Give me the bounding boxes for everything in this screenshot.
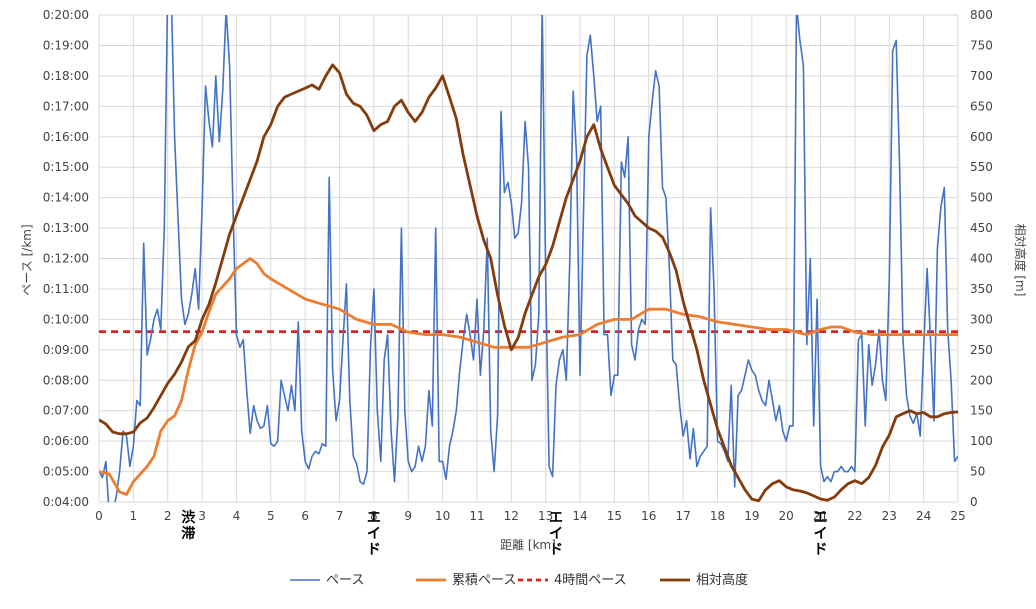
right-tick-label: 400 bbox=[970, 252, 993, 266]
right-tick-label: 350 bbox=[970, 282, 993, 296]
annotation-text: イ bbox=[367, 526, 381, 542]
target-pace-legend-label: 4時間ペース bbox=[554, 573, 627, 588]
cumulative-pace-line bbox=[99, 257, 958, 496]
left-tick-label: 0:09:00 bbox=[43, 343, 89, 357]
right-tick-label: 50 bbox=[970, 465, 985, 479]
pace-line bbox=[99, 15, 958, 502]
annotation-text: イ bbox=[814, 526, 828, 542]
left-tick-label: 0:05:00 bbox=[43, 465, 89, 479]
x-axis-ticks: 0 1 2 3 4 5 6 7 8 9 10 11 12 13 14 15 16 17 18 19 20 21 22 23 24… bbox=[95, 509, 965, 523]
annotation-text: 滞 bbox=[181, 525, 195, 542]
elevation-line bbox=[99, 63, 958, 502]
x-tick-label: 1 bbox=[130, 509, 138, 523]
x-tick-label: 25 bbox=[950, 509, 965, 523]
left-tick-label: 0:15:00 bbox=[43, 160, 89, 174]
pace-legend-label: ペース bbox=[326, 573, 364, 588]
x-tick-label: 15 bbox=[607, 509, 622, 523]
left-tick-label: 0:14:00 bbox=[43, 191, 89, 205]
annotation-text: イ bbox=[549, 526, 563, 542]
left-tick-label: 0:18:00 bbox=[43, 69, 89, 83]
x-tick-label: 18 bbox=[710, 509, 725, 523]
left-tick-label: 0:13:00 bbox=[43, 221, 89, 235]
cumulative-pace-legend-label: 累積ペース bbox=[452, 573, 516, 588]
x-tick-label: 23 bbox=[882, 509, 897, 523]
x-tick-label: 4 bbox=[233, 509, 241, 523]
x-tick-label: 20 bbox=[779, 509, 794, 523]
left-axis-title: ペース [/km] bbox=[20, 224, 34, 295]
annotation-text: 渋 bbox=[181, 509, 195, 526]
x-tick-label: 0 bbox=[95, 509, 103, 523]
x-tick-label: 6 bbox=[301, 509, 309, 523]
left-tick-label: 0:11:00 bbox=[43, 282, 89, 296]
left-tick-label: 0:08:00 bbox=[43, 373, 89, 387]
left-tick-label: 0:17:00 bbox=[43, 99, 89, 113]
x-tick-label: 5 bbox=[267, 509, 275, 523]
x-axis-title: 距離 [km] bbox=[500, 538, 556, 552]
right-tick-label: 150 bbox=[970, 404, 993, 418]
series-lines bbox=[99, 15, 958, 502]
annotation-text: ド bbox=[367, 542, 381, 558]
right-tick-label: 500 bbox=[970, 191, 993, 205]
annotation-text: エ bbox=[367, 510, 381, 526]
right-axis-ticks: 0 50 100 150 200 250 300 350 400 450 500 550 600 650 7… bbox=[970, 8, 993, 509]
left-tick-label: 0:19:00 bbox=[43, 38, 89, 52]
x-tick-label: 11 bbox=[469, 509, 484, 523]
annotation-text: エ bbox=[549, 510, 563, 526]
legend: ペース 累積ペース 4時間ペース 相対高度 bbox=[290, 572, 748, 588]
left-tick-label: 0:12:00 bbox=[43, 252, 89, 266]
right-tick-label: 0 bbox=[970, 495, 978, 509]
right-tick-label: 200 bbox=[970, 373, 993, 387]
left-tick-label: 0:16:00 bbox=[43, 130, 89, 144]
x-tick-label: 19 bbox=[744, 509, 759, 523]
left-tick-label: 0:20:00 bbox=[43, 8, 89, 22]
right-tick-label: 300 bbox=[970, 312, 993, 326]
x-tick-label: 14 bbox=[572, 509, 587, 523]
right-tick-label: 750 bbox=[970, 38, 993, 52]
annotation-text: ド bbox=[549, 542, 563, 558]
x-tick-label: 16 bbox=[641, 509, 656, 523]
right-tick-label: 700 bbox=[970, 69, 993, 83]
annotation-text: エ bbox=[814, 510, 828, 526]
left-tick-label: 0:10:00 bbox=[43, 312, 89, 326]
x-tick-label: 10 bbox=[435, 509, 450, 523]
right-tick-label: 650 bbox=[970, 99, 993, 113]
x-tick-label: 7 bbox=[336, 509, 344, 523]
x-tick-label: 21 bbox=[813, 509, 828, 523]
right-tick-label: 600 bbox=[970, 130, 993, 144]
x-tick-label: 24 bbox=[916, 509, 931, 523]
x-tick-label: 9 bbox=[404, 509, 412, 523]
x-tick-label: 22 bbox=[847, 509, 862, 523]
right-tick-label: 450 bbox=[970, 221, 993, 235]
right-tick-label: 100 bbox=[970, 434, 993, 448]
right-tick-label: 800 bbox=[970, 8, 993, 22]
right-tick-label: 550 bbox=[970, 160, 993, 174]
grid-lines bbox=[98, 14, 959, 503]
left-tick-label: 0:06:00 bbox=[43, 434, 89, 448]
x-tick-label: 8 bbox=[370, 509, 378, 523]
right-tick-label: 250 bbox=[970, 343, 993, 357]
elevation-legend-label: 相対高度 bbox=[696, 572, 748, 588]
x-tick-label: 13 bbox=[538, 509, 553, 523]
annotation-text: ド bbox=[814, 542, 828, 558]
right-axis-title: 相対高度 [m] bbox=[1013, 224, 1028, 297]
left-tick-label: 0:07:00 bbox=[43, 404, 89, 418]
left-axis-ticks: 0:04:00 0:05:00 0:06:00 0:07:00 0:08:00 0:09:… bbox=[43, 8, 89, 509]
x-tick-label: 3 bbox=[198, 509, 206, 523]
x-tick-label: 2 bbox=[164, 509, 172, 523]
x-tick-label: 12 bbox=[504, 509, 519, 523]
left-tick-label: 0:04:00 bbox=[43, 495, 89, 509]
x-tick-label: 17 bbox=[675, 509, 690, 523]
